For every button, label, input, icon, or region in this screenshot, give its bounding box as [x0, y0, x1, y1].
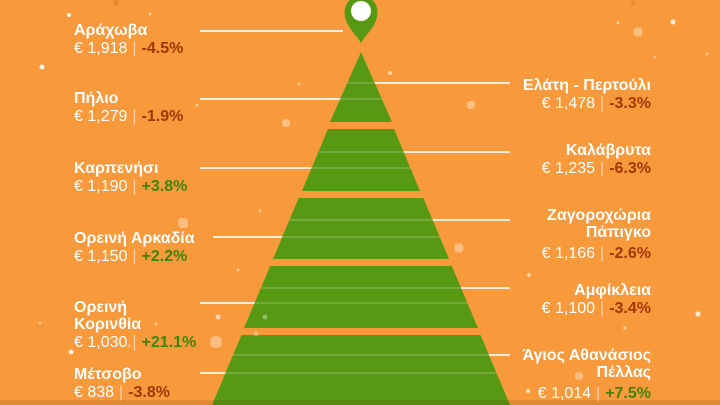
destination-label-pilio: Πήλιο € 1,279 | -1.9%	[74, 90, 244, 125]
destination-name: Ορεινή Αρκαδία	[74, 230, 195, 247]
destination-label-elati: Ελάτη - Περτούλι € 1,478 | -3.3%	[441, 77, 651, 112]
price-value: € 1,478	[541, 95, 596, 112]
tree-segment-1	[330, 52, 392, 122]
connector-line-pilio	[200, 98, 340, 100]
destination-label-metsovo: Μέτσοβο € 838 | -3.8%	[74, 366, 244, 401]
price-change: -4.5%	[141, 40, 184, 57]
destination-label-amfikleia: Αμφίκλεια € 1,100 | -3.4%	[441, 282, 651, 317]
price-value: € 1,150	[74, 248, 128, 265]
connector-line-metsovo	[200, 372, 225, 374]
price-separator: |	[132, 40, 137, 57]
price-value: € 838	[74, 384, 115, 401]
destination-name: Καρπενήσι	[74, 160, 159, 177]
connector-faint-elati	[347, 82, 375, 84]
price-change: +21.1%	[141, 334, 197, 351]
price-separator: |	[132, 248, 137, 265]
tree-segment-4	[244, 266, 478, 328]
destination-name: Αράχωβα	[74, 22, 148, 39]
destination-label-arkadia: Ορεινή Αρκαδία € 1,150 | +2.2%	[74, 230, 244, 265]
destination-label-arachova: Αράχωβα € 1,918 | -4.5%	[74, 22, 244, 57]
tree-segment-3	[273, 198, 449, 259]
price-separator: |	[132, 178, 137, 195]
connector-line-zagorochoria	[433, 219, 510, 221]
price-value: € 1,014	[537, 385, 592, 402]
price-change: -1.9%	[141, 108, 184, 125]
connector-line-arkadia	[213, 236, 283, 238]
connector-line-korinthia	[200, 302, 255, 304]
price-separator: |	[119, 384, 124, 401]
destination-price-line: € 1,014 | +7.5%	[441, 385, 651, 402]
price-change: +3.8%	[141, 178, 188, 195]
price-separator: |	[132, 108, 137, 125]
destination-name: Ορεινή Κορινθία	[74, 299, 142, 333]
destination-name: Μέτσοβο	[74, 366, 142, 383]
destination-price-line: € 1,190 | +3.8%	[74, 178, 244, 195]
connector-faint-metsovo	[225, 372, 497, 374]
connector-line-amfikleia	[461, 287, 510, 289]
destination-price-line: € 1,150 | +2.2%	[74, 248, 244, 265]
destination-label-karpenisi: Καρπενήσι € 1,190 | +3.8%	[74, 160, 244, 195]
destination-name: Ζαγοροχώρια Πάπιγκο	[547, 207, 651, 241]
price-change: -3.8%	[128, 384, 170, 401]
connector-line-kalavryta	[404, 151, 510, 153]
price-value: € 1,030	[74, 334, 128, 351]
tree-segment-2	[302, 129, 420, 191]
connector-faint-korinthia	[255, 302, 467, 304]
destination-price-line: € 1,235 | -6.3%	[441, 160, 651, 177]
connector-faint-pilio	[340, 98, 382, 100]
connector-faint-amfikleia	[261, 287, 461, 289]
connector-faint-karpenisi	[311, 167, 411, 169]
connector-line-agios	[489, 354, 510, 356]
price-change: +2.2%	[141, 248, 188, 265]
price-change: -3.4%	[609, 300, 651, 317]
price-separator: |	[596, 385, 601, 402]
price-value: € 1,166	[541, 245, 596, 262]
connector-line-arachova	[200, 30, 343, 32]
destination-price-line: € 838 | -3.8%	[74, 384, 244, 401]
price-separator: |	[600, 160, 605, 177]
location-pin-icon	[344, 0, 378, 43]
price-value: € 1,918	[74, 40, 128, 57]
price-change: -6.3%	[609, 160, 651, 177]
price-separator: |	[600, 245, 605, 262]
destination-name: Ελάτη - Περτούλι	[522, 77, 651, 94]
destination-label-kalavryta: Καλάβρυτα € 1,235 | -6.3%	[441, 142, 651, 177]
tree-segment-5	[212, 335, 510, 405]
connector-faint-zagorochoria	[290, 219, 433, 221]
connector-faint-kalavryta	[319, 151, 404, 153]
snow-dots	[0, 0, 2, 2]
destination-name: Άγιος Αθανάσιος Πέλλας	[522, 347, 651, 381]
connector-faint-arkadia	[283, 236, 440, 238]
price-change: -3.3%	[609, 95, 651, 112]
price-separator: |	[132, 334, 137, 351]
price-change: +7.5%	[605, 385, 651, 402]
connector-faint-agios	[233, 354, 489, 356]
connector-line-karpenisi	[200, 167, 311, 169]
price-change: -2.6%	[609, 245, 651, 262]
price-value: € 1,279	[74, 108, 128, 125]
destination-name: Καλάβρυτα	[565, 142, 651, 159]
destination-name: Πήλιο	[74, 90, 119, 107]
destination-price-line: € 1,100 | -3.4%	[441, 300, 651, 317]
destination-price-line: € 1,279 | -1.9%	[74, 108, 244, 125]
destination-price-line: € 1,166 | -2.6%	[441, 245, 651, 262]
price-separator: |	[600, 300, 605, 317]
destination-label-korinthia: Ορεινή Κορινθία € 1,030 | +21.1%	[74, 299, 244, 351]
destination-label-zagorochoria: Ζαγοροχώρια Πάπιγκο € 1,166 | -2.6%	[441, 207, 651, 262]
price-value: € 1,190	[74, 178, 128, 195]
price-separator: |	[600, 95, 605, 112]
price-value: € 1,100	[541, 300, 596, 317]
destination-label-agios-athanasios: Άγιος Αθανάσιος Πέλλας € 1,014 | +7.5%	[441, 347, 651, 402]
destination-price-line: € 1,030 | +21.1%	[74, 334, 244, 351]
price-value: € 1,235	[541, 160, 596, 177]
destination-price-line: € 1,478 | -3.3%	[441, 95, 651, 112]
destination-price-line: € 1,918 | -4.5%	[74, 40, 244, 57]
connector-line-elati	[375, 82, 510, 84]
destination-name: Αμφίκλεια	[574, 282, 651, 299]
bottom-shade	[0, 400, 720, 405]
